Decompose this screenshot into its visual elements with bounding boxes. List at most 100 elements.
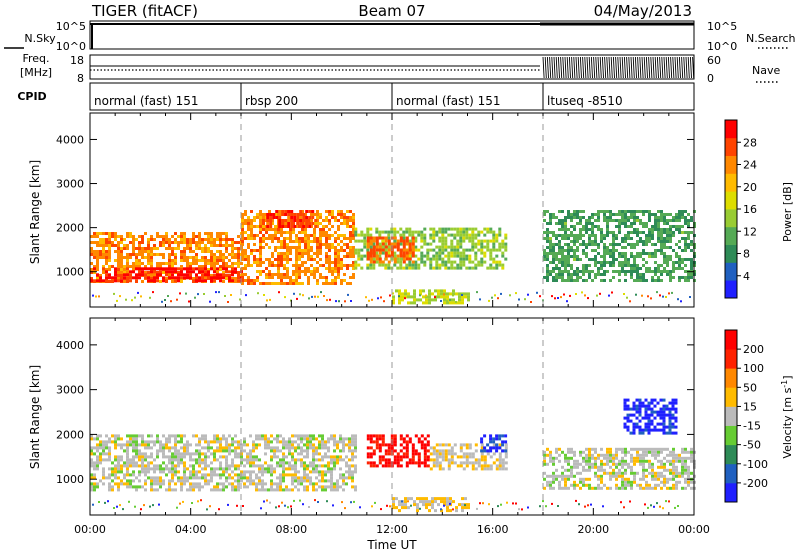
heat-cell bbox=[588, 216, 591, 219]
heat-cell bbox=[153, 443, 156, 447]
heat-cell bbox=[546, 273, 549, 276]
heat-cell bbox=[456, 239, 460, 243]
heat-cell bbox=[657, 471, 660, 475]
heat-cell bbox=[99, 458, 102, 462]
heat-cell bbox=[378, 458, 382, 462]
heat-cell bbox=[114, 437, 117, 441]
heat-cell bbox=[349, 264, 352, 267]
heat-cell bbox=[546, 237, 549, 240]
heat-cell bbox=[647, 419, 651, 423]
heat-cell bbox=[648, 255, 651, 258]
heat-cell bbox=[576, 267, 579, 270]
heat-cell bbox=[666, 213, 669, 216]
heat-cell bbox=[307, 249, 310, 252]
heat-cell bbox=[108, 273, 111, 277]
heat-cell bbox=[558, 483, 561, 487]
heat-cell bbox=[117, 250, 120, 253]
heat-cell bbox=[180, 440, 183, 444]
heat-cell bbox=[651, 237, 654, 240]
heat-cell bbox=[465, 248, 469, 252]
heat-cell bbox=[267, 446, 270, 450]
heat-cell bbox=[546, 246, 549, 249]
heat-cell bbox=[117, 485, 120, 489]
heat-cell bbox=[102, 482, 105, 486]
heat-cell bbox=[668, 422, 672, 426]
heat-cell bbox=[387, 449, 391, 453]
heat-cell bbox=[189, 256, 192, 259]
heat-cell bbox=[518, 298, 520, 301]
heat-cell bbox=[681, 486, 684, 490]
heat-cell bbox=[423, 227, 427, 231]
heat-cell bbox=[274, 234, 277, 237]
heat-cell bbox=[582, 465, 585, 469]
heat-cell bbox=[375, 248, 379, 252]
heat-cell bbox=[435, 464, 439, 468]
heat-cell bbox=[153, 244, 156, 247]
heat-cell bbox=[93, 476, 96, 480]
heat-cell bbox=[674, 425, 678, 429]
heat-cell bbox=[281, 222, 285, 225]
heat-cell bbox=[633, 222, 636, 225]
heat-cell bbox=[681, 231, 684, 234]
heat-cell bbox=[237, 479, 240, 483]
heat-cell bbox=[293, 292, 295, 295]
heat-cell bbox=[241, 228, 244, 231]
heat-cell bbox=[393, 461, 397, 465]
heat-cell bbox=[270, 473, 273, 477]
heat-cell bbox=[352, 264, 355, 267]
heat-cell bbox=[90, 434, 93, 438]
heat-cell bbox=[684, 240, 687, 243]
heat-cell bbox=[651, 225, 654, 228]
heat-cell bbox=[219, 482, 222, 486]
heat-cell bbox=[250, 210, 253, 213]
heat-cell bbox=[465, 455, 469, 459]
heat-cell bbox=[262, 237, 265, 240]
heat-cell bbox=[165, 473, 168, 477]
heat-cell bbox=[447, 245, 451, 249]
heat-cell bbox=[99, 279, 102, 283]
heat-cell bbox=[546, 483, 549, 487]
heat-cell bbox=[665, 425, 669, 429]
heat-cell bbox=[509, 294, 511, 297]
heat-cell bbox=[492, 230, 496, 234]
heat-cell bbox=[294, 485, 297, 489]
heat-cell bbox=[666, 486, 669, 490]
heat-cell bbox=[384, 443, 388, 447]
heat-cell bbox=[396, 452, 400, 456]
heat-cell bbox=[681, 276, 684, 279]
heat-cell bbox=[612, 234, 615, 237]
heat-cell bbox=[549, 480, 552, 484]
heat-cell bbox=[636, 456, 639, 460]
heat-cell bbox=[249, 482, 252, 486]
heat-cell bbox=[675, 213, 678, 216]
heat-cell bbox=[465, 461, 469, 465]
heat-cell bbox=[282, 479, 285, 483]
heat-cell bbox=[354, 446, 357, 450]
heat-cell bbox=[441, 242, 445, 246]
heat-cell bbox=[176, 506, 178, 509]
heat-cell bbox=[645, 237, 648, 240]
heat-cell bbox=[336, 458, 339, 462]
heat-cell bbox=[117, 437, 120, 441]
heat-cell bbox=[621, 462, 624, 466]
heat-cell bbox=[609, 261, 612, 264]
heat-cell bbox=[411, 449, 415, 453]
heat-cell bbox=[337, 270, 340, 273]
heat-cell bbox=[324, 443, 327, 447]
heat-cell bbox=[413, 301, 416, 305]
heat-cell bbox=[150, 467, 153, 471]
heat-cell bbox=[393, 254, 397, 258]
heat-cell bbox=[297, 446, 300, 450]
heat-cell bbox=[244, 252, 247, 255]
heat-cell bbox=[618, 243, 621, 246]
heat-cell bbox=[635, 422, 639, 426]
heat-cell bbox=[303, 467, 306, 471]
heat-cell bbox=[192, 241, 195, 244]
heat-cell bbox=[387, 266, 391, 270]
heat-cell bbox=[352, 237, 355, 240]
heat-cell bbox=[429, 467, 433, 471]
heat-cell bbox=[189, 452, 192, 456]
heat-cell bbox=[324, 455, 327, 459]
heat-cell bbox=[305, 219, 309, 222]
heat-cell bbox=[219, 241, 222, 244]
